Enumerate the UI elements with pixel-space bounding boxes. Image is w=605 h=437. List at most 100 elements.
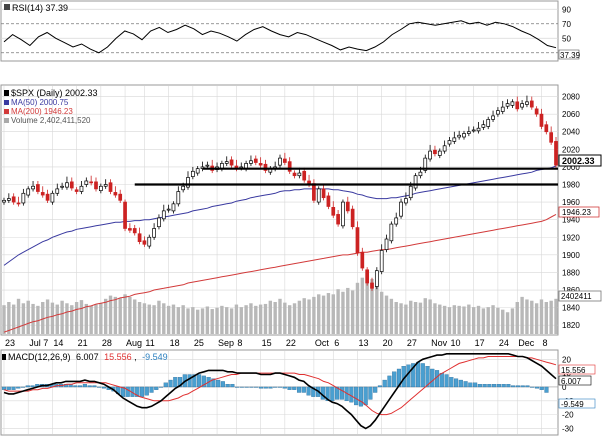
macd-hist-bar	[430, 368, 435, 388]
candle-body	[529, 100, 534, 108]
macd-legend-signal: 15.556	[104, 352, 132, 362]
rsi-line	[3, 20, 557, 54]
volume-bar	[273, 302, 277, 334]
volume-bar	[365, 273, 369, 334]
volume-bar	[103, 298, 108, 334]
macd-hist-tag-box	[558, 398, 596, 409]
volume-bar	[200, 308, 205, 334]
rsi-tick-label: 90	[562, 5, 571, 14]
rsi-tick-label: 50	[562, 34, 571, 43]
date-tick-label: 28	[102, 338, 112, 348]
candle-body	[137, 233, 142, 243]
macd-hist-bar	[230, 384, 235, 388]
candle-body	[157, 217, 161, 228]
macd-hist-bar	[501, 384, 506, 388]
volume-bar	[433, 303, 437, 334]
volume-bar	[94, 304, 98, 334]
ma200-tag-label: 1946.23	[562, 208, 591, 217]
macd-tick-label: 0	[562, 383, 567, 392]
macd-hist-bar	[411, 363, 416, 388]
macd-hist-bar	[220, 381, 225, 388]
volume-bar	[505, 312, 510, 334]
macd-hist-tag-label: -9.549	[561, 400, 584, 409]
last-price-label: 2002.33	[562, 156, 595, 166]
candle-body	[186, 177, 190, 188]
volume-bar	[554, 298, 558, 334]
rsi-tick-label: 70	[562, 20, 571, 29]
volume-bar	[210, 309, 214, 334]
macd-hist-bar	[135, 386, 140, 397]
volume-tag-label: 2402411	[561, 292, 592, 301]
macd-hist-bar	[292, 386, 297, 390]
macd-hist-bar	[78, 385, 83, 388]
volume-bar	[74, 302, 79, 334]
macd-hist-bar	[330, 386, 335, 401]
candle-body	[40, 192, 45, 196]
macd-hist-bar	[506, 384, 511, 388]
volume-bar	[128, 296, 132, 334]
volume-bar	[515, 302, 519, 334]
volume-bar	[423, 298, 427, 334]
candle-body	[442, 145, 447, 152]
volume-bar	[418, 302, 423, 334]
candle-body	[103, 184, 108, 187]
macd-hist-bar	[120, 386, 126, 397]
volume-bar	[108, 295, 113, 334]
candle-body	[287, 161, 292, 172]
volume-bar	[452, 305, 457, 334]
volume-bar	[549, 300, 553, 334]
macd-hist-bar	[225, 384, 230, 388]
volume-bar	[244, 305, 248, 334]
volume-bar	[360, 277, 365, 334]
volume-bar	[404, 304, 408, 334]
candle-body	[118, 193, 123, 201]
rsi-frame	[0, 0, 559, 62]
candle-body	[355, 227, 360, 254]
candle-body	[336, 214, 340, 225]
macd-hist-bar	[154, 386, 159, 390]
macd-hist-bar	[544, 386, 549, 393]
volume-bar	[268, 300, 273, 334]
price-axis: 1820 1840 1860 1880 1900 1920 1940 1960 1980 2000…	[562, 93, 580, 331]
ma50-legend-label: MA(50) 2000.75	[11, 98, 69, 107]
volume-bar	[539, 299, 544, 334]
volume-bar	[501, 309, 505, 334]
macd-legend-name: MACD(12,26,9)	[8, 352, 71, 362]
date-tick-label: 27	[407, 338, 417, 348]
macd-hist-bar	[11, 386, 16, 390]
macd-legend-icon	[2, 354, 6, 360]
volume-bar	[60, 300, 64, 334]
candle-body	[21, 192, 26, 204]
candle-body	[539, 113, 544, 127]
volume-bar	[239, 307, 243, 334]
macd-hist-bar	[163, 382, 168, 388]
candle-body	[113, 192, 118, 196]
macd-hist-bar	[101, 386, 106, 389]
macd-hist-bar	[358, 386, 363, 407]
rsi-last-value: 37.39	[558, 49, 581, 60]
volume-bar	[399, 303, 403, 334]
date-tick-label: Sep	[218, 338, 234, 348]
volume-tag-box	[558, 290, 602, 302]
rsi-panel: 30507090 RSI(14) 37.39 37.39	[0, 0, 581, 62]
date-tick-label: Aug	[126, 338, 142, 348]
price-tick-label: 1820	[562, 321, 580, 330]
candle-body	[316, 188, 321, 203]
volume-bar	[11, 304, 16, 334]
volume-bar	[89, 305, 93, 334]
volume-bar	[152, 305, 156, 334]
volume-bar	[331, 294, 335, 334]
candle-body	[510, 101, 515, 106]
candle-body	[520, 103, 524, 108]
candle-body	[404, 198, 408, 204]
candle-body	[350, 208, 355, 228]
volume-bar	[389, 298, 394, 334]
candle-body	[433, 149, 437, 155]
macd-hist-bar	[20, 386, 26, 388]
macd-hist-bar	[173, 377, 178, 388]
macd-hist-bar	[496, 384, 501, 388]
candle-body	[94, 181, 98, 190]
candle-body	[384, 238, 389, 250]
macd-tick-label: -30	[562, 424, 574, 433]
